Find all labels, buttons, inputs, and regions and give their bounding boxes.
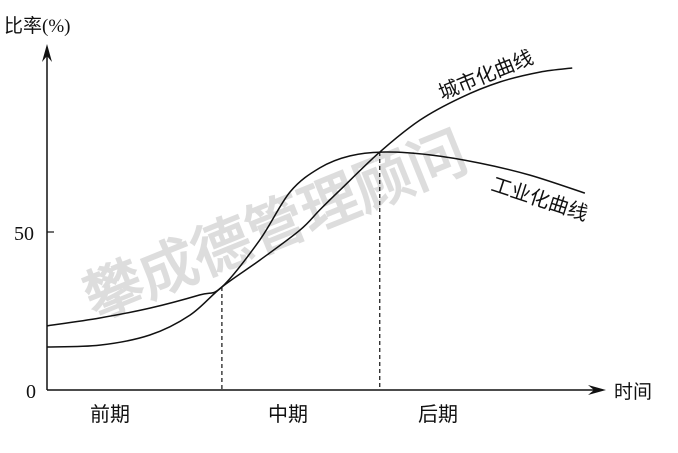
y-axis-label: 比率(%) [4, 15, 70, 37]
y-tick-label-0: 0 [26, 381, 36, 403]
series-label-industrialization: 工业化曲线 [488, 173, 590, 226]
axes: 比率(%) 时间 0 50 前期 中期 后期 [4, 15, 652, 426]
phase-label-middle: 中期 [268, 403, 308, 426]
y-tick-label-50: 50 [14, 223, 34, 245]
phase-label-late: 后期 [418, 403, 458, 426]
phase-label-early: 前期 [90, 403, 130, 426]
x-axis-label: 时间 [614, 381, 652, 403]
series-label-urbanization: 城市化曲线 [435, 46, 536, 105]
watermark: 攀成德管理顾问 [75, 118, 477, 333]
industrialization-curve [46, 151, 586, 327]
y-axis-arrow [42, 44, 52, 62]
x-axis-arrow [588, 385, 606, 395]
urbanization-curve [46, 67, 573, 348]
